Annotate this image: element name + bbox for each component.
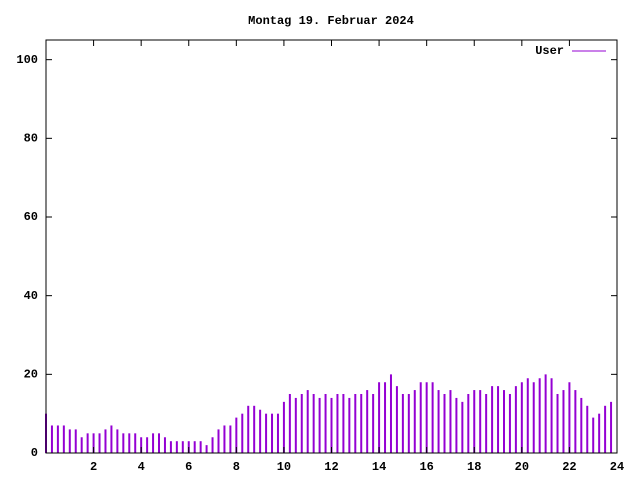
x-tick-label: 14 [372,460,386,474]
y-tick-label: 20 [24,368,38,382]
y-tick-label: 40 [24,289,38,303]
chart-title: Montag 19. Februar 2024 [248,14,414,28]
x-tick-label: 22 [562,460,576,474]
y-tick-label: 80 [24,132,38,146]
x-tick-label: 12 [324,460,338,474]
y-tick-label: 60 [24,210,38,224]
x-tick-label: 20 [515,460,529,474]
x-tick-label: 18 [467,460,481,474]
y-tick-label: 0 [31,446,38,460]
x-tick-label: 8 [233,460,240,474]
x-tick-label: 24 [610,460,624,474]
plot-border [45,39,618,454]
x-tick-label: 2 [90,460,97,474]
legend-label: User [535,44,564,58]
x-tick-label: 10 [277,460,291,474]
x-tick-label: 16 [419,460,433,474]
x-tick-label: 4 [138,460,145,474]
x-tick-label: 6 [185,460,192,474]
y-tick-label: 100 [16,53,38,67]
